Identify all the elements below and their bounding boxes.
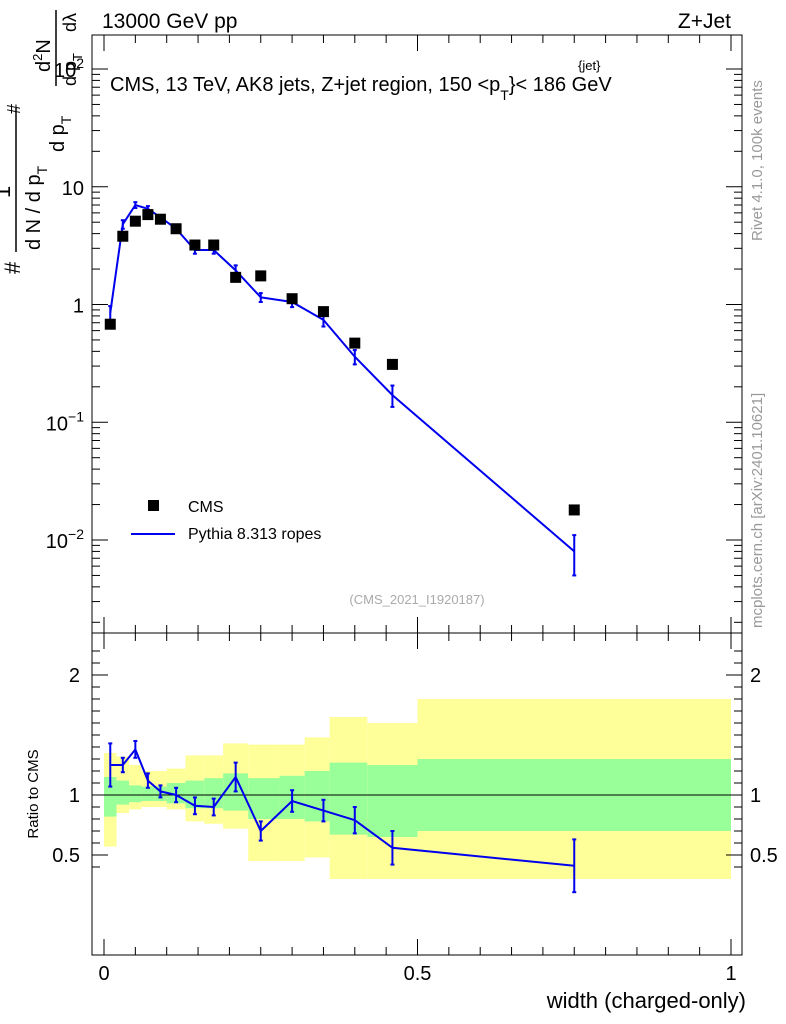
main-title-tail: }< 186 GeV	[509, 74, 613, 96]
xtick-label: 0	[98, 963, 109, 985]
ylabel-one: 1	[0, 186, 15, 198]
xtick-label: 1	[725, 963, 736, 985]
data-point	[104, 318, 116, 330]
ylabel-d2n-text: d	[33, 61, 55, 72]
main-ytick-label: 1	[73, 296, 84, 318]
data-point	[189, 239, 201, 251]
main-title-text: CMS, 13 TeV, AK8 jets, Z+jet region, 150…	[110, 74, 500, 96]
main-ytick-base: 1	[73, 296, 84, 318]
ratio-band-inner	[304, 771, 330, 822]
ylabel-dpt2-text: d p	[60, 61, 80, 86]
ratio-band-inner	[329, 762, 368, 835]
ratio-ticks: 2 2 1 1 0.5 0.5 0 0.5 1	[52, 633, 778, 985]
main-ytick-label: 10−1	[46, 408, 84, 435]
ylabel-d2n-sup: 2	[30, 54, 45, 61]
data-point	[286, 293, 298, 305]
main-ytick-base: 10	[62, 178, 84, 200]
ratio-band-inner	[116, 780, 130, 805]
legend-mc-label: Pythia 8.313 ropes	[188, 526, 321, 543]
data-point	[170, 223, 182, 235]
data-point	[154, 213, 166, 225]
header-right: Z+Jet	[678, 10, 731, 33]
ratio-ytick-label-left: 1	[69, 785, 80, 807]
data-point	[208, 239, 220, 251]
main-ytick-label: 102	[54, 55, 84, 82]
ratio-band-inner	[141, 786, 155, 801]
main-ytick-exponent: −1	[68, 408, 84, 424]
ratio-ytick-label-left: 2	[69, 665, 80, 687]
header-left: 13000 GeV pp	[102, 10, 237, 33]
ratio-ytick-label-left: 0.5	[52, 845, 80, 867]
ratio-curve-group	[108, 740, 577, 894]
ylabel-hash-1: #	[0, 261, 25, 274]
main-frame	[91, 34, 743, 634]
ylabel-dn-text: d N / d p	[23, 174, 45, 250]
main-ylabel: # 1 d N / d pT # d pT d2N d pT dλ	[0, 10, 85, 274]
ylabel-dlambda: dλ	[60, 13, 80, 32]
xtick-label: 0.5	[404, 963, 432, 985]
ratio-band-inner	[248, 778, 280, 819]
legend-data-label: CMS	[188, 499, 224, 516]
main-ytick-base: 10	[54, 60, 76, 82]
mc-series-line	[109, 203, 575, 553]
ylabel-dpt2: d pT	[60, 53, 85, 86]
data-points-group	[104, 209, 580, 516]
ratio-ytick-label-right: 1	[750, 785, 761, 807]
ylabel-hash-2: #	[4, 104, 24, 114]
data-point	[568, 504, 580, 516]
data-point	[349, 337, 361, 349]
main-title-sup: {jet}	[578, 58, 601, 73]
main-ytick-label: 10−2	[46, 526, 84, 553]
data-point	[317, 306, 329, 318]
ylabel-dpt2-sub: T	[70, 53, 85, 61]
ratio-band-inner	[185, 780, 205, 809]
ratio-panel: 2 2 1 1 0.5 0.5 0 0.5 1	[52, 632, 778, 985]
ylabel-d2n: d2N	[30, 39, 55, 72]
analysis-watermark: (CMS_2021_I1920187)	[349, 592, 484, 607]
ratio-band-inner	[367, 765, 418, 837]
ratio-bands	[104, 699, 731, 879]
ylabel-dpt-text: d p	[47, 124, 69, 152]
xaxis-label: width (charged-only)	[546, 988, 746, 1013]
legend-data-marker	[148, 500, 159, 511]
main-ytick-base: 10	[46, 413, 68, 435]
ratio-band-inner	[104, 777, 117, 817]
side-rivet-label: Rivet 4.1.0, 100k events	[749, 80, 766, 241]
ylabel-dpt: d pT	[47, 115, 74, 152]
main-ytick-label: 10	[62, 178, 84, 200]
ylabel-dn-sub: T	[34, 165, 50, 174]
ratio-ytick-label-right: 0.5	[750, 845, 778, 867]
main-title-sub: T	[500, 87, 509, 103]
ratio-ylabel: Ratio to CMS	[25, 749, 42, 838]
data-point	[386, 358, 398, 370]
data-point	[255, 270, 267, 282]
main-ytick-exponent: 2	[76, 55, 84, 71]
data-point	[129, 215, 141, 227]
ratio-ytick-label-right: 2	[750, 665, 761, 687]
main-ytick-exponent: −2	[68, 526, 84, 542]
ylabel-dn: d N / d pT	[23, 165, 50, 250]
main-ytick-base: 10	[46, 531, 68, 553]
mc-curve-group	[108, 201, 577, 577]
ylabel-dpt-sub: T	[58, 115, 74, 124]
data-point	[230, 271, 242, 283]
ylabel-d2n-tail: N	[33, 39, 55, 53]
ratio-band-inner	[129, 785, 142, 803]
data-point	[117, 230, 129, 242]
side-mcplots-label: mcplots.cern.ch [arXiv:2401.10621]	[749, 393, 766, 628]
data-point	[142, 209, 154, 221]
main-title: CMS, 13 TeV, AK8 jets, Z+jet region, 150…	[110, 74, 612, 103]
